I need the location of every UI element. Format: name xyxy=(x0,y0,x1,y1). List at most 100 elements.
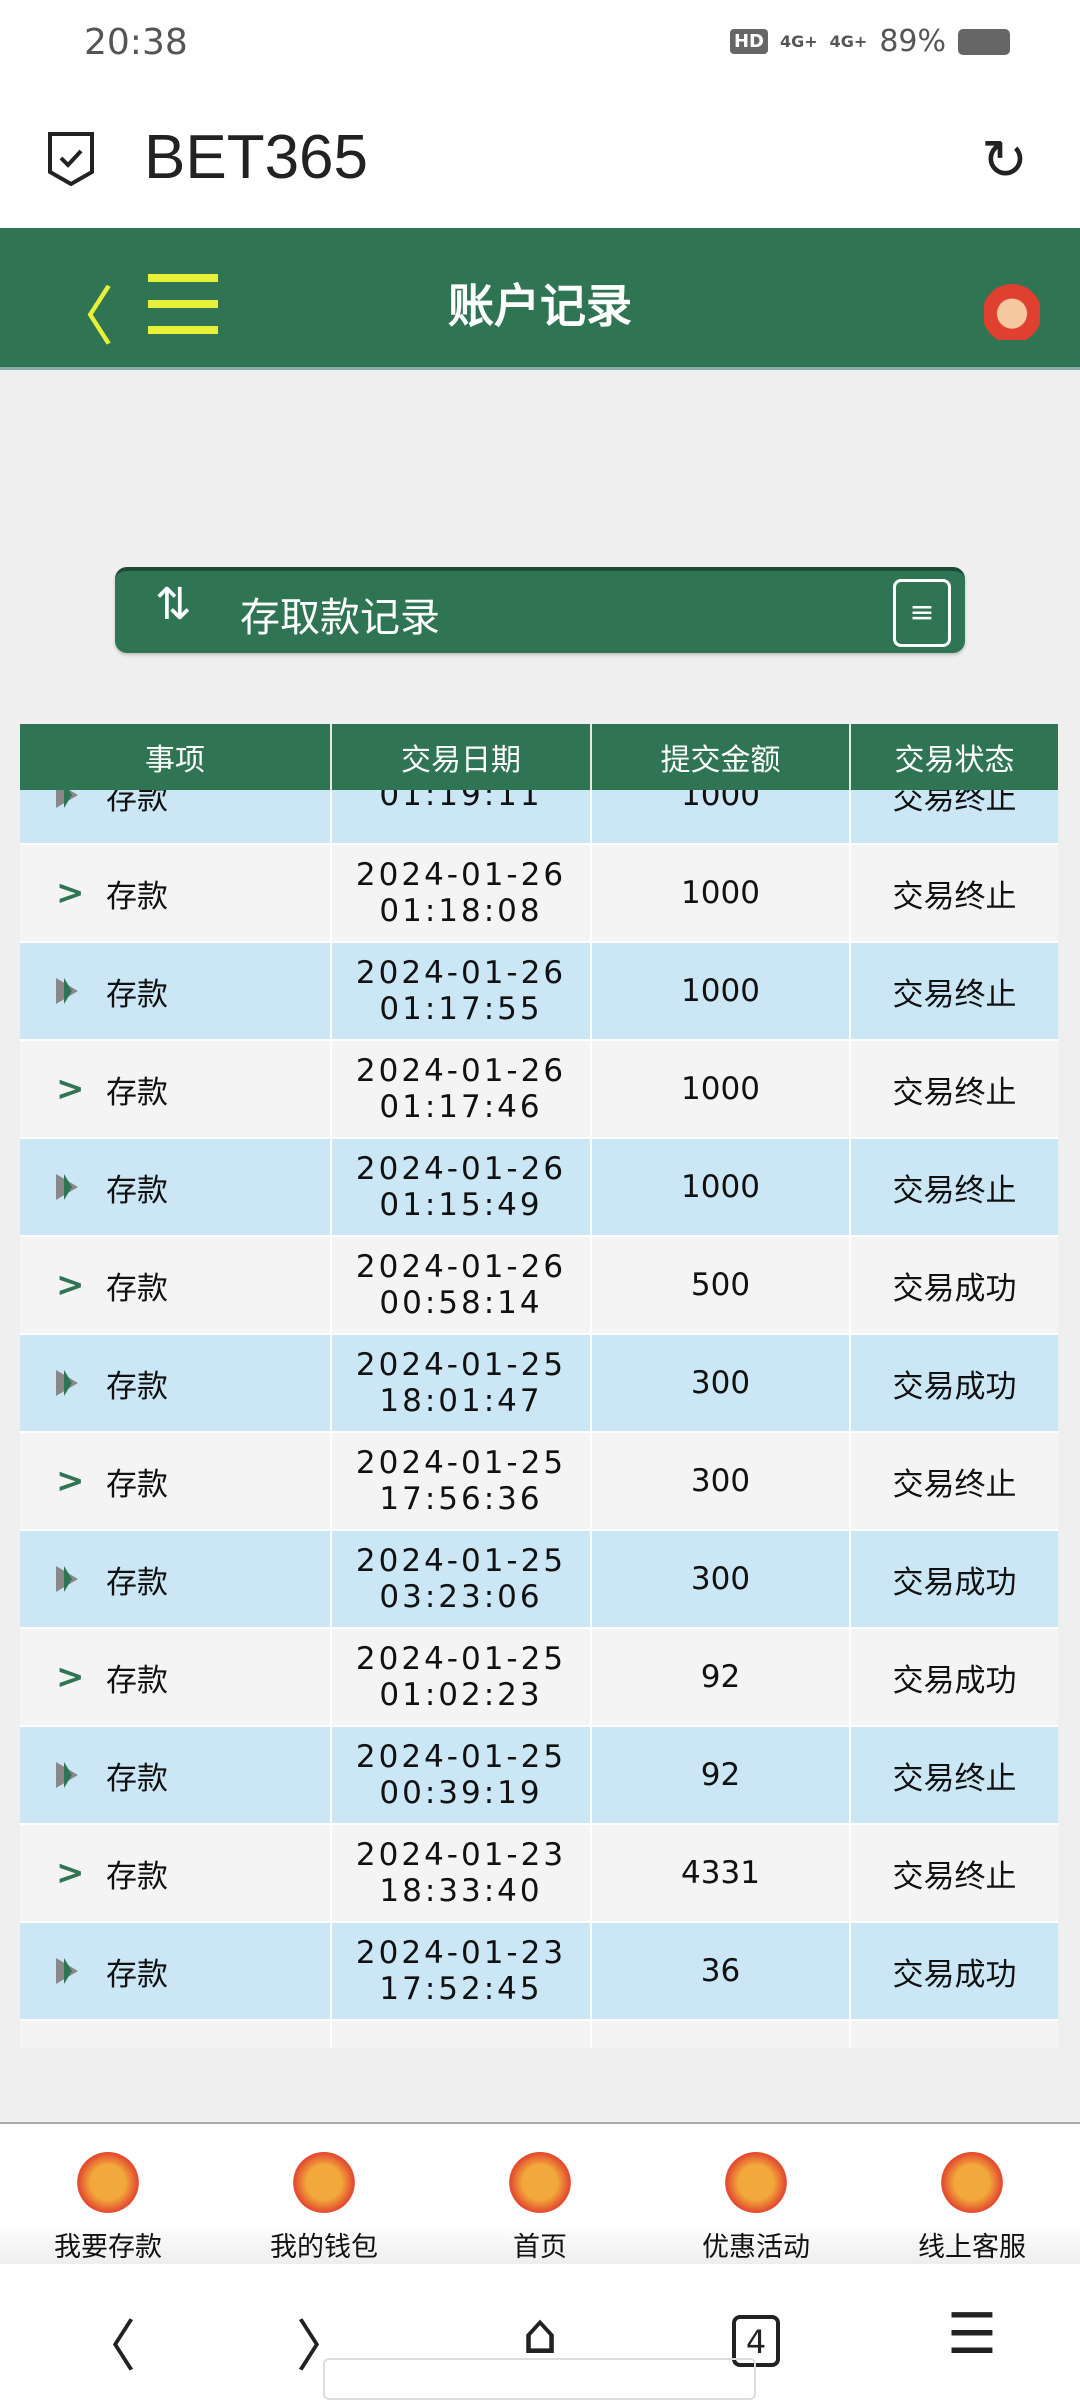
reload-icon[interactable]: ↻ xyxy=(981,128,1028,193)
signal-icon: 4G+ xyxy=(779,32,818,51)
browser-menu-icon[interactable]: ☰ xyxy=(946,2302,998,2367)
system-nav: 〈 〉 ⌂ 4 ☰ xyxy=(0,2264,1080,2408)
nav-item-wallet[interactable]: 我的钱包 xyxy=(216,2124,432,2264)
table-row[interactable]: > 存款 2024-01-26 01:17:46 1000 交易终止 xyxy=(20,1041,1058,1139)
triangle-expand-icon[interactable] xyxy=(56,1370,78,1396)
table-row[interactable]: 2024-01-23 xyxy=(20,2021,1058,2048)
time: 18:01:47 xyxy=(379,1383,543,1419)
triangle-expand-icon[interactable] xyxy=(56,1958,78,1984)
table-row[interactable]: > 存款 2024-01-25 17:56:36 300 交易终止 xyxy=(20,1433,1058,1531)
status-cell xyxy=(851,2021,1058,2048)
table-row[interactable]: > 存款 2024-01-26 00:58:14 500 交易成功 xyxy=(20,1237,1058,1335)
date-cell: 2024-01-23 17:52:45 xyxy=(332,1923,592,2019)
item-cell: > 存款 xyxy=(20,1629,332,1725)
table-row[interactable]: 存款 2024-01-25 03:23:06 300 交易成功 xyxy=(20,1531,1058,1629)
dragon-mascot-icon[interactable] xyxy=(984,274,1040,340)
nav-item-promotions[interactable]: 优惠活动 xyxy=(648,2124,864,2264)
item-cell: 存款 xyxy=(20,943,332,1039)
date: 2024-01-26 xyxy=(355,1249,567,1285)
amount-cell: 300 xyxy=(592,1433,851,1529)
status-cell: 交易成功 xyxy=(892,1564,1017,1601)
site-title[interactable]: BET365 xyxy=(144,123,369,192)
chevron-right-icon[interactable]: > xyxy=(56,1853,85,1893)
date-cell: 2024-01-26 01:18:08 xyxy=(332,845,592,941)
item-label: 存款 xyxy=(106,790,168,817)
time: 01:02:23 xyxy=(379,1677,543,1713)
item-cell: 存款 xyxy=(20,1923,332,2019)
table-row[interactable]: > 存款 2024-01-25 01:02:23 92 交易成功 xyxy=(20,1629,1058,1727)
item-cell xyxy=(20,2021,332,2048)
chevron-right-icon[interactable]: > xyxy=(56,1657,85,1697)
tabs-button[interactable]: 4 xyxy=(648,2264,864,2408)
amount-cell: 36 xyxy=(592,1923,851,2019)
battery-percent: 89% xyxy=(879,24,946,59)
home-indicator[interactable] xyxy=(323,2358,756,2400)
date: 2024-01-23 xyxy=(355,1935,567,1971)
time: 01:17:46 xyxy=(379,1089,543,1125)
item-cell: 存款 xyxy=(20,1139,332,1235)
item-label: 存款 xyxy=(106,878,168,915)
status-cell: 交易成功 xyxy=(892,1662,1017,1699)
chevron-right-icon[interactable]: > xyxy=(56,873,85,913)
table-row[interactable]: > 存款 2024-01-26 01:18:08 1000 交易终止 xyxy=(20,845,1058,943)
time: 18:33:40 xyxy=(379,1873,543,1909)
date-cell: 2024-01-25 18:01:47 xyxy=(332,1335,592,1431)
table-row[interactable]: 存款 2024-01-25 18:01:47 300 交易成功 xyxy=(20,1335,1058,1433)
table-row[interactable]: 存款 2024-01-25 00:39:19 92 交易终止 xyxy=(20,1727,1058,1825)
status-cell: 交易终止 xyxy=(892,1858,1017,1895)
date: 2024-01-25 xyxy=(355,1641,567,1677)
time: 01:15:49 xyxy=(379,1187,543,1223)
item-cell: > 存款 xyxy=(20,1041,332,1137)
hd-icon: HD xyxy=(729,29,768,54)
triangle-expand-icon[interactable] xyxy=(56,1762,78,1788)
item-cell: > 存款 xyxy=(20,1825,332,1921)
amount-cell: 1000 xyxy=(592,943,851,1039)
nav-item-deposit[interactable]: 我要存款 xyxy=(0,2124,216,2264)
date: 2024-01-26 xyxy=(355,1053,567,1089)
date: 2024-01-23 xyxy=(355,1837,567,1873)
browser-back-icon[interactable]: 〈 xyxy=(80,2315,136,2380)
column-header: 事项 xyxy=(20,724,332,790)
triangle-expand-icon[interactable] xyxy=(56,790,78,808)
column-header: 交易状态 xyxy=(894,743,1015,778)
item-cell: 存款 xyxy=(20,1335,332,1431)
menu-icon[interactable] xyxy=(148,274,218,352)
nav-label: 我要存款 xyxy=(54,2232,162,2263)
amount-cell: 1000 xyxy=(592,1041,851,1137)
nav-item-customer-service[interactable]: 线上客服 xyxy=(864,2124,1080,2264)
status-cell: 交易终止 xyxy=(892,1172,1017,1209)
table-row[interactable]: 存款 01:19:11 1000 交易终止 xyxy=(20,790,1058,845)
date-cell: 2024-01-23 18:33:40 xyxy=(332,1825,592,1921)
back-icon[interactable]: 〈 xyxy=(50,281,114,355)
home-icon xyxy=(509,2152,571,2213)
time: 17:56:36 xyxy=(379,1481,543,1517)
table-header: 事项 交易日期 提交金额 交易状态 xyxy=(20,724,1058,790)
table-row[interactable]: > 存款 2024-01-23 18:33:40 4331 交易终止 xyxy=(20,1825,1058,1923)
shield-icon[interactable] xyxy=(46,130,96,186)
table-row[interactable]: 存款 2024-01-26 01:15:49 1000 交易终止 xyxy=(20,1139,1058,1237)
triangle-expand-icon[interactable] xyxy=(56,1174,78,1200)
records-table[interactable]: 存款 01:19:11 1000 交易终止 > 存款 2024-01-26 01:18… xyxy=(20,790,1058,2048)
nav-item-home[interactable]: 首页 xyxy=(432,2124,648,2264)
item-label: 存款 xyxy=(106,1858,168,1895)
home-icon[interactable]: ⌂ xyxy=(522,2302,558,2367)
date-cell: 2024-01-26 01:17:55 xyxy=(332,943,592,1039)
table-row[interactable]: 存款 2024-01-23 17:52:45 36 交易成功 xyxy=(20,1923,1058,2021)
triangle-expand-icon[interactable] xyxy=(56,1566,78,1592)
chevron-right-icon[interactable]: > xyxy=(56,1461,85,1501)
date-cell: 2024-01-25 01:02:23 xyxy=(332,1629,592,1725)
item-label: 存款 xyxy=(106,1368,168,1405)
tabs-count: 4 xyxy=(732,2315,780,2367)
item-label: 存款 xyxy=(106,1172,168,1209)
status-cell: 交易成功 xyxy=(892,1270,1017,1307)
page-title: 账户记录 xyxy=(448,279,632,333)
table-row[interactable]: 存款 2024-01-26 01:17:55 1000 交易终止 xyxy=(20,943,1058,1041)
date: 2024-01-25 xyxy=(355,1347,567,1383)
deposit-withdraw-records-banner[interactable]: ⇅ 存取款记录 ≡ xyxy=(115,567,965,653)
item-label: 存款 xyxy=(106,1074,168,1111)
triangle-expand-icon[interactable] xyxy=(56,978,78,1004)
signal-icon: 4G+ xyxy=(829,32,868,51)
document-search-icon[interactable]: ≡ xyxy=(893,579,951,647)
chevron-right-icon[interactable]: > xyxy=(56,1265,85,1305)
chevron-right-icon[interactable]: > xyxy=(56,1069,85,1109)
